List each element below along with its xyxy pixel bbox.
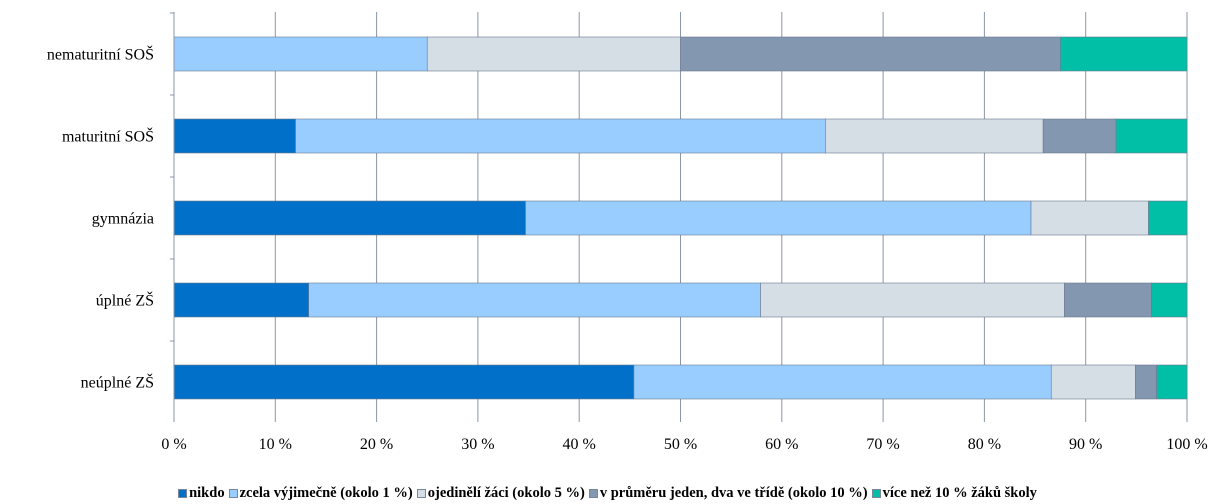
bar-segment — [633, 364, 1052, 400]
legend-label: nikdo — [189, 484, 225, 501]
bar-segment — [173, 282, 310, 318]
category-label: nematuritní SOŠ — [47, 45, 154, 64]
legend-item: v průměru jeden, dva ve třídě (okolo 10 … — [588, 484, 868, 502]
bar-segment — [1030, 200, 1149, 236]
bars — [173, 36, 1188, 400]
bar-segment — [173, 200, 526, 236]
bar-segment — [173, 364, 635, 400]
category-label: neúplné ZŠ — [81, 373, 154, 392]
x-tick-label: 40 % — [563, 436, 596, 453]
bar-segment — [825, 118, 1044, 154]
category-label: úplné ZŠ — [96, 291, 154, 310]
bar-segment — [680, 36, 1061, 72]
bar-segment — [1115, 118, 1188, 154]
bar-segment — [173, 36, 428, 72]
bar-segment — [295, 118, 826, 154]
bar-segment — [1042, 118, 1117, 154]
legend: nikdo zcela výjimečně (okolo 1 %) ojediněl… — [0, 484, 1219, 502]
legend-swatch — [178, 488, 188, 498]
legend-swatch — [416, 488, 426, 498]
bar-segment — [525, 200, 1032, 236]
legend-item: nikdo — [178, 484, 225, 502]
x-tick-label: 100 % — [1166, 436, 1207, 453]
bar-segment — [1151, 282, 1188, 318]
category-label: maturitní SOŠ — [62, 127, 154, 146]
category-labels: nematuritní SOŠ maturitní SOŠ gymnázia úpln… — [47, 45, 154, 392]
legend-swatch — [871, 488, 881, 498]
category-label: gymnázia — [92, 211, 154, 228]
axes — [170, 12, 175, 422]
legend-item: ojedinělí žáci (okolo 5 %) — [416, 484, 585, 502]
legend-swatch — [228, 488, 238, 498]
x-tick-label: 20 % — [360, 436, 393, 453]
bar-segment — [1050, 364, 1136, 400]
bar-segment — [760, 282, 1065, 318]
legend-item: zcela výjimečně (okolo 1 %) — [228, 484, 413, 502]
bar-segment — [1148, 200, 1188, 236]
bar-segment — [1064, 282, 1152, 318]
legend-label: v průměru jeden, dva ve třídě (okolo 10 … — [599, 484, 868, 501]
x-tick-label: 0 % — [161, 436, 186, 453]
x-tick-label: 30 % — [461, 436, 494, 453]
legend-label: více než 10 % žáků školy — [882, 484, 1037, 501]
x-tick-label: 70 % — [866, 436, 899, 453]
legend-label: ojedinělí žáci (okolo 5 %) — [427, 484, 585, 501]
x-tick-label: 60 % — [765, 436, 798, 453]
x-tick-label: 90 % — [1069, 436, 1102, 453]
bar-segment — [1060, 36, 1188, 72]
x-tick-label: 80 % — [968, 436, 1001, 453]
bar-segment — [1156, 364, 1188, 400]
bar-segment — [173, 118, 296, 154]
legend-swatch — [588, 488, 598, 498]
x-tick-labels: 0 % 10 % 20 % 30 % 40 % 50 % 60 % 70 % 80 % 90 % 1… — [161, 436, 1207, 453]
bar-segment — [308, 282, 761, 318]
legend-label: zcela výjimečně (okolo 1 %) — [239, 484, 413, 501]
legend-item: více než 10 % žáků školy — [871, 484, 1037, 502]
x-tick-label: 10 % — [259, 436, 292, 453]
x-tick-label: 50 % — [664, 436, 697, 453]
bar-segment — [1135, 364, 1157, 400]
bar-segment — [426, 36, 681, 72]
